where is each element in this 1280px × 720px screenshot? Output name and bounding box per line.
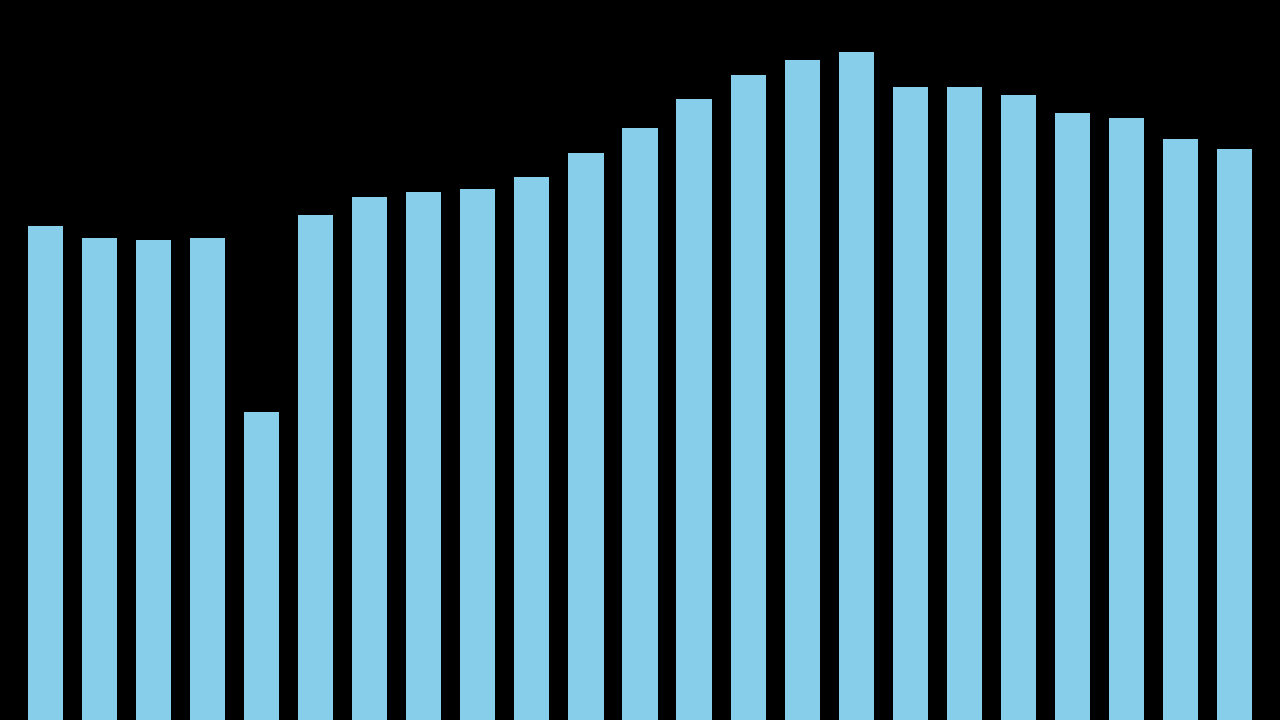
Bar [1001, 95, 1036, 720]
Bar [622, 127, 658, 720]
Bar [189, 238, 225, 720]
Bar [28, 227, 63, 720]
Bar [244, 413, 279, 720]
Bar [352, 197, 388, 720]
Bar [892, 87, 928, 720]
Bar [406, 192, 442, 720]
Bar [568, 153, 603, 720]
Bar [785, 60, 819, 720]
Bar [838, 53, 874, 720]
Bar [82, 238, 116, 720]
Bar [677, 99, 712, 720]
Bar [1055, 112, 1091, 720]
Bar [1108, 119, 1144, 720]
Bar [298, 215, 333, 720]
Bar [515, 176, 549, 720]
Bar [731, 76, 765, 720]
Bar [1217, 148, 1252, 720]
Bar [947, 87, 982, 720]
Bar [461, 189, 495, 720]
Bar [1164, 140, 1198, 720]
Bar [136, 240, 172, 720]
